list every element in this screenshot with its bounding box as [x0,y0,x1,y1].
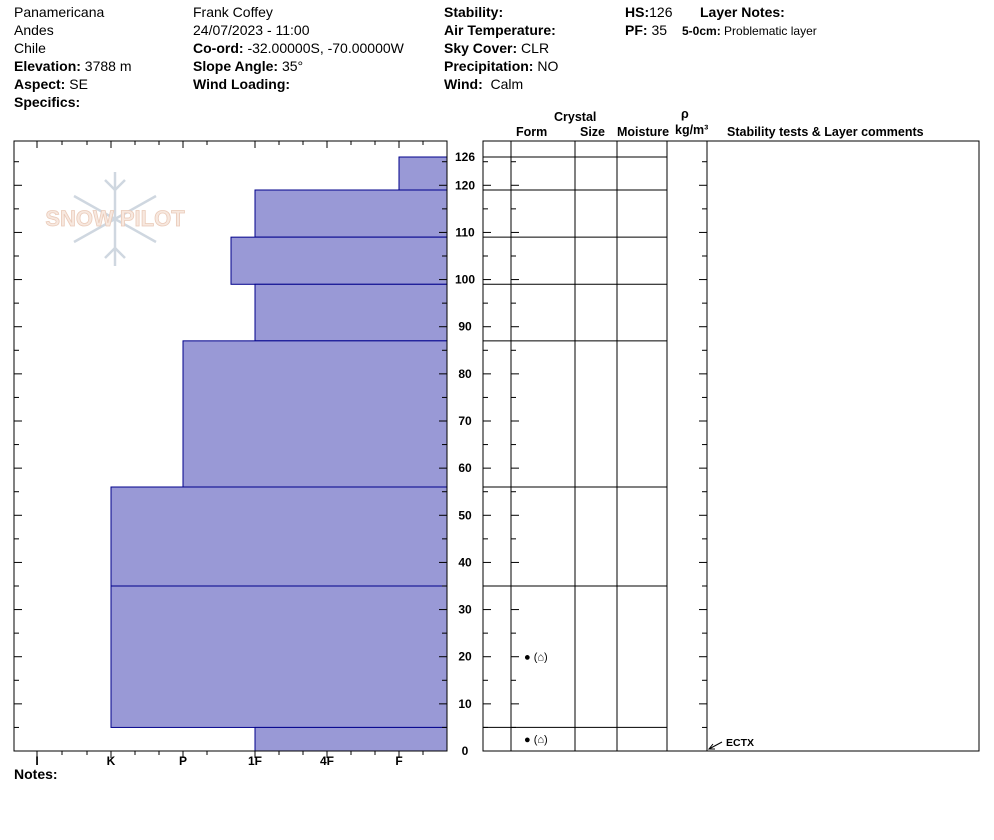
y-tick-label: 60 [458,461,472,475]
rho-header: ρ [681,107,689,121]
x-tick-label: 1F [248,754,262,768]
location-country: Chile [14,40,46,56]
y-tick-label: 30 [458,603,472,617]
location-range: Andes [14,22,54,38]
y-tick-label: 110 [455,225,475,239]
pf: PF: 35 [625,22,668,38]
x-tick-label: I [35,754,38,768]
layer-table-frame [482,140,980,752]
stability-comments-header: Stability tests & Layer comments [727,125,924,139]
snowflake-icon [73,172,157,266]
notes: Notes: [14,766,58,782]
y-tick-label: 10 [458,697,472,711]
specifics: Specifics: [14,94,81,110]
x-tick-label: F [395,754,402,768]
watermark-text: SNOW PILOT [45,206,185,231]
y-tick-label: 126 [455,150,475,164]
hardness-plot-frame [13,140,448,752]
stability: Stability: [444,4,504,20]
precipitation: Precipitation: NO [444,58,559,74]
layer-note: 5-0cm: Problematic layer [682,24,817,38]
location-name: Panamericana [14,4,105,20]
hardness-bar [254,726,448,752]
crystal-form-symbol: ● (⌂) [524,652,548,664]
y-tick-label: 90 [458,320,472,334]
air-temperature: Air Temperature: [444,22,556,38]
crystal-header: Crystal [554,110,597,124]
form-header: Form [516,125,548,139]
crystal-form-symbol: ● (⌂) [524,734,548,746]
x-tick-label: P [179,754,187,768]
datetime: 24/07/2023 - 11:00 [193,22,310,38]
snowpilot-logo: SNOW PILOT [45,172,186,266]
size-header: Size [580,125,606,139]
x-tick-label: 4F [320,754,334,768]
density-unit-header: kg/m³ [675,123,709,137]
hardness-bar [110,585,448,728]
layer-notes-label: Layer Notes: [700,4,785,20]
y-tick-label: 20 [458,650,472,664]
stability-test-arrow [707,743,715,750]
wind-loading: Wind Loading: [193,76,291,92]
x-tick-label: K [107,754,116,768]
hardness-bar [254,189,448,238]
y-tick-label: 120 [455,178,475,192]
hardness-bar [182,340,448,488]
y-tick-label: 100 [455,273,475,287]
y-tick-label: 70 [458,414,472,428]
slope-angle: Slope Angle: 35° [193,58,304,74]
stability-test-label: ECTX [726,737,754,749]
hardness-bar [254,283,448,342]
hardness-bar [110,486,448,587]
observer: Frank Coffey [193,4,273,20]
coordinates: Co-ord: -32.00000S, -70.00000W [193,40,404,56]
hardness-bar [230,236,448,285]
sky-cover: Sky Cover: CLR [444,40,550,56]
wind: Wind: Calm [444,76,524,92]
hs: HS:126 [625,4,673,20]
elevation: Elevation: 3788 m [14,58,132,74]
stability-test-pointer [708,741,723,750]
y-tick-label: 50 [458,508,472,522]
aspect: Aspect: SE [14,76,88,92]
moisture-header: Moisture [617,125,670,139]
y-tick-label: 40 [458,555,472,569]
y-tick-label: 80 [458,367,472,381]
y-tick-label: 0 [462,744,469,758]
